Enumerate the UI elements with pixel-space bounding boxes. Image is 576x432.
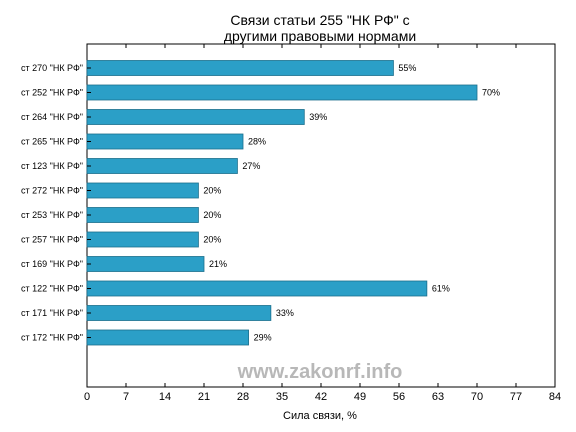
value-label: 55% [398, 63, 416, 73]
bar [86, 84, 478, 101]
x-tick-label: 14 [159, 391, 171, 403]
x-tick-label: 42 [315, 391, 327, 403]
bar [86, 329, 249, 346]
category-label: ст 257 "НК РФ" [21, 235, 83, 245]
value-label: 20% [203, 235, 221, 245]
category-label: ст 264 "НК РФ" [21, 112, 83, 122]
value-label: 29% [254, 333, 272, 343]
bar [86, 60, 394, 76]
category-label: ст 272 "НК РФ" [21, 186, 83, 196]
x-tick-label: 49 [354, 391, 366, 403]
bar [86, 207, 199, 223]
chart-title-line-1: Связи статьи 255 "НК РФ" с [230, 12, 409, 28]
category-label: ст 270 "НК РФ" [21, 63, 83, 73]
category-label: ст 171 "НК РФ" [21, 308, 83, 318]
value-label: 39% [309, 112, 327, 122]
bar [86, 231, 199, 248]
bars-group: ст 270 "НК РФ" 55% ст 252 "НК РФ" 70% ст 264… [21, 60, 500, 346]
value-label: 27% [242, 161, 260, 171]
category-label: ст 122 "НК РФ" [21, 284, 83, 294]
value-label: 61% [432, 284, 450, 294]
bar [86, 133, 244, 150]
x-tick-label: 70 [471, 391, 483, 403]
x-ticks-group: 0 7 14 21 28 35 42 49 56 63 70 77 84 [84, 44, 561, 403]
bar [86, 109, 305, 125]
bar [86, 182, 199, 199]
value-label: 20% [203, 210, 221, 220]
category-label: ст 265 "НК РФ" [21, 137, 83, 147]
value-label: 33% [276, 308, 294, 318]
bar [86, 280, 428, 297]
category-label: ст 169 "НК РФ" [21, 259, 83, 269]
category-label: ст 172 "НК РФ" [21, 333, 83, 343]
x-tick-label: 77 [510, 391, 522, 403]
x-tick-label: 7 [123, 391, 129, 403]
value-label: 28% [248, 137, 266, 147]
x-tick-label: 28 [237, 391, 249, 403]
category-label: ст 123 "НК РФ" [21, 161, 83, 171]
x-tick-label: 21 [198, 391, 210, 403]
bar [86, 158, 238, 174]
bar [86, 256, 205, 272]
category-label: ст 252 "НК РФ" [21, 88, 83, 98]
x-tick-label: 35 [276, 391, 288, 403]
value-label: 70% [482, 88, 500, 98]
x-tick-label: 63 [432, 391, 444, 403]
x-tick-label: 56 [393, 391, 405, 403]
value-label: 21% [209, 259, 227, 269]
chart-title-line-2: другими правовыми нормами [224, 28, 416, 44]
category-label: ст 253 "НК РФ" [21, 210, 83, 220]
bar [86, 305, 272, 321]
x-axis-label: Сила связи, % [283, 410, 357, 422]
value-label: 20% [203, 186, 221, 196]
x-tick-label: 84 [549, 391, 561, 403]
watermark: www.zakonrf.info [237, 361, 403, 383]
x-tick-label: 0 [84, 391, 90, 403]
